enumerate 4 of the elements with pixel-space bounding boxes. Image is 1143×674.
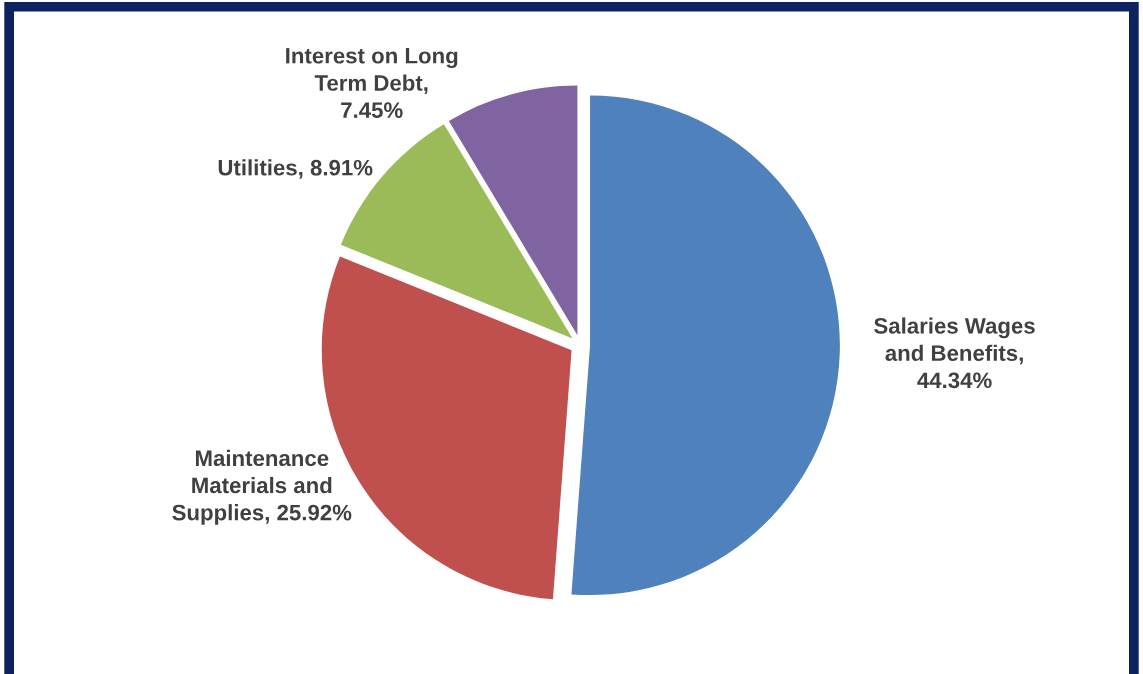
slice-label: Maintenance Materials and Supplies, 25.92% [172, 449, 352, 525]
slice-label: Interest on Long Term Debt, 7.45% [286, 48, 458, 118]
slice-label: Utilities, 8.91% [218, 159, 373, 179]
slice-label: Salaries Wages and Benefits, 44.34% [874, 317, 1035, 389]
